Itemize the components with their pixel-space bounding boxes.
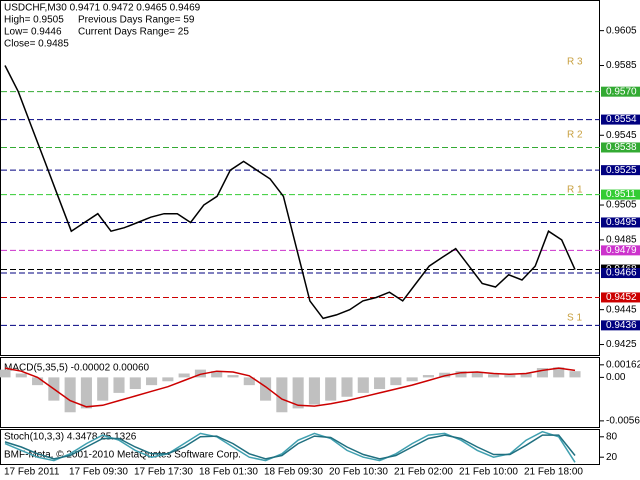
histogram-bar [162,377,174,382]
level-badge [601,114,640,125]
series-line [4,367,576,408]
histogram-bar [178,373,190,378]
histogram-bar [536,368,548,378]
series-line [4,430,576,463]
level-label: 0.9554 [606,114,637,125]
y-tick-label: 0.9425 [606,339,637,350]
x-tick-label: 21 Feb 18:00 [524,467,583,478]
histogram-bar [260,377,272,401]
watermark: BMF-Meta, © 2001-2010 MetaQuotes Softwar… [4,450,241,461]
pivot-label: R 1 [567,185,583,196]
histogram-bar [553,367,565,378]
x-tick-label: 17 Feb 09:30 [69,467,128,478]
histogram-bar [504,375,516,378]
histogram-bar [325,377,337,401]
histogram-bar [488,374,500,378]
level-badge [601,189,640,200]
histogram-bar [15,373,27,378]
y-tick-label: 0.00162 [606,359,640,370]
x-tick-label: 17 Feb 2011 [4,467,60,478]
histogram-bar [471,372,483,378]
histogram-bar [406,377,418,382]
level-label: 0.9479 [606,245,637,256]
pivot-label: S 1 [567,313,582,324]
histogram-bar [211,371,223,378]
level-badge [601,245,640,256]
x-tick-label: 18 Feb 09:30 [264,467,323,478]
histogram-bar [113,377,125,393]
info: Current Days Range= 25 [78,27,189,38]
pivot-label: R 3 [567,57,583,68]
histogram-bar [520,373,532,378]
histogram-bar [292,377,304,409]
x-tick-label: 20 Feb 10:30 [329,467,388,478]
histogram-bar [422,375,434,378]
x-tick-label: 18 Feb 01:30 [199,467,258,478]
level-badge [601,86,640,97]
macd-title: MACD(5,35,5) -0.00002 0.00060 [4,363,150,374]
macd-panel [0,357,600,428]
histogram-bar [341,377,353,397]
level-label: 0.9511 [606,189,636,200]
level-badge [601,320,640,331]
histogram-bar [374,377,386,390]
level-label: 0.9452 [606,292,637,303]
y-tick-label: -0.00561 [606,416,640,427]
main-panel [0,0,600,356]
histogram-bar [308,377,320,405]
level-badge [601,292,640,303]
level-label: 0.9538 [606,142,637,153]
y-tick-label: 0.9585 [606,60,637,71]
histogram-bar [276,377,288,413]
level-badge [601,268,640,279]
histogram-bar [194,369,206,378]
y-tick-label: 0.9505 [606,200,637,211]
series-line [4,65,576,320]
series-line [4,434,576,460]
pivot-label: R 2 [567,130,583,141]
level-label: 0.9436 [606,320,637,331]
y-tick-label: 0.00 [606,372,626,383]
level-badge [601,217,640,228]
histogram-bar [243,377,255,386]
level-badge [601,142,640,153]
info: Close= 0.9485 [4,39,69,50]
level-label: 0.9495 [606,217,637,228]
histogram-bar [129,377,141,390]
level-label: 0.9525 [606,165,637,176]
info: High= 0.9505 [4,15,64,26]
info: Previous Days Range= 59 [78,15,195,26]
level-badge [601,165,640,176]
stoch-title: Stoch(10,3,3) 4.3478 25.1326 [4,432,137,443]
level-label: 0.9466 [606,268,637,279]
histogram-bar [227,375,239,378]
histogram-bar [32,377,44,386]
stoch-panel [0,429,600,465]
histogram-bar [80,377,92,409]
histogram-bar [146,377,158,386]
y-tick-label: 0.9605 [606,25,637,36]
histogram-bar [0,369,11,378]
histogram-bar [357,377,369,393]
histogram-bar [390,377,402,386]
info: Low= 0.9446 [4,27,62,38]
y-tick-label: 80 [606,431,618,442]
y-tick-label: 0.9445 [606,304,637,315]
y-tick-label: 20 [606,452,618,463]
level-label: 0.9570 [606,86,637,97]
y-tick-label: 0.9485 [606,235,637,246]
histogram-bar [97,377,109,401]
y-tick-label: 0.9545 [606,130,637,141]
x-tick-label: 21 Feb 02:00 [394,467,453,478]
x-tick-label: 17 Feb 17:30 [134,467,193,478]
histogram-bar [64,377,76,413]
x-tick-label: 21 Feb 10:00 [459,467,518,478]
histogram-bar [455,371,467,378]
histogram-bar [569,371,581,378]
title: USDCHF,M30 0.9471 0.9472 0.9465 0.9469 [4,3,201,14]
